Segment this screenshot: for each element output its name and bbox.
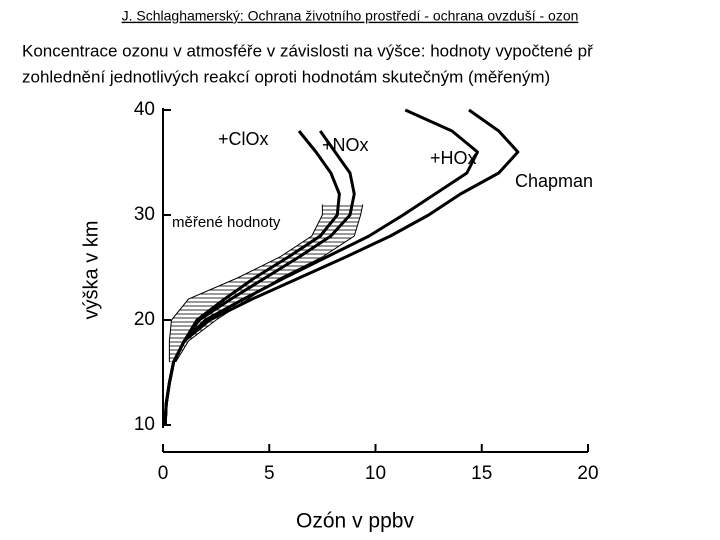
band-label: měřené hodnoty xyxy=(172,214,281,231)
y-tick-label: 10 xyxy=(134,414,155,435)
band-fill xyxy=(169,204,363,362)
series-label: +ClOx xyxy=(218,129,269,149)
x-tick-label: 0 xyxy=(158,463,169,484)
y-tick-label: 30 xyxy=(134,204,155,225)
title-line: Koncentrace ozonu v atmosféře v závislos… xyxy=(22,41,593,60)
x-axis-label: Ozón v ppbv xyxy=(296,510,414,533)
band-edge xyxy=(175,204,364,363)
y-tick-label: 20 xyxy=(134,309,155,330)
series-label: +HOx xyxy=(430,148,477,168)
x-tick-label: 10 xyxy=(365,463,386,484)
series-label: Chapman xyxy=(515,171,593,191)
y-tick-label: 40 xyxy=(134,99,155,120)
series-line xyxy=(163,130,341,426)
x-tick-label: 15 xyxy=(471,463,492,484)
x-tick-label: 5 xyxy=(264,463,275,484)
series-line xyxy=(163,108,520,426)
x-tick-label: 20 xyxy=(577,463,598,484)
header: J. Schlaghamerský: Ochrana životního pro… xyxy=(122,8,579,24)
title-line: zohlednění jednotlivých reakcí oproti ho… xyxy=(22,67,550,86)
band-edge xyxy=(168,204,323,362)
y-axis-label: výška v km xyxy=(80,221,102,320)
